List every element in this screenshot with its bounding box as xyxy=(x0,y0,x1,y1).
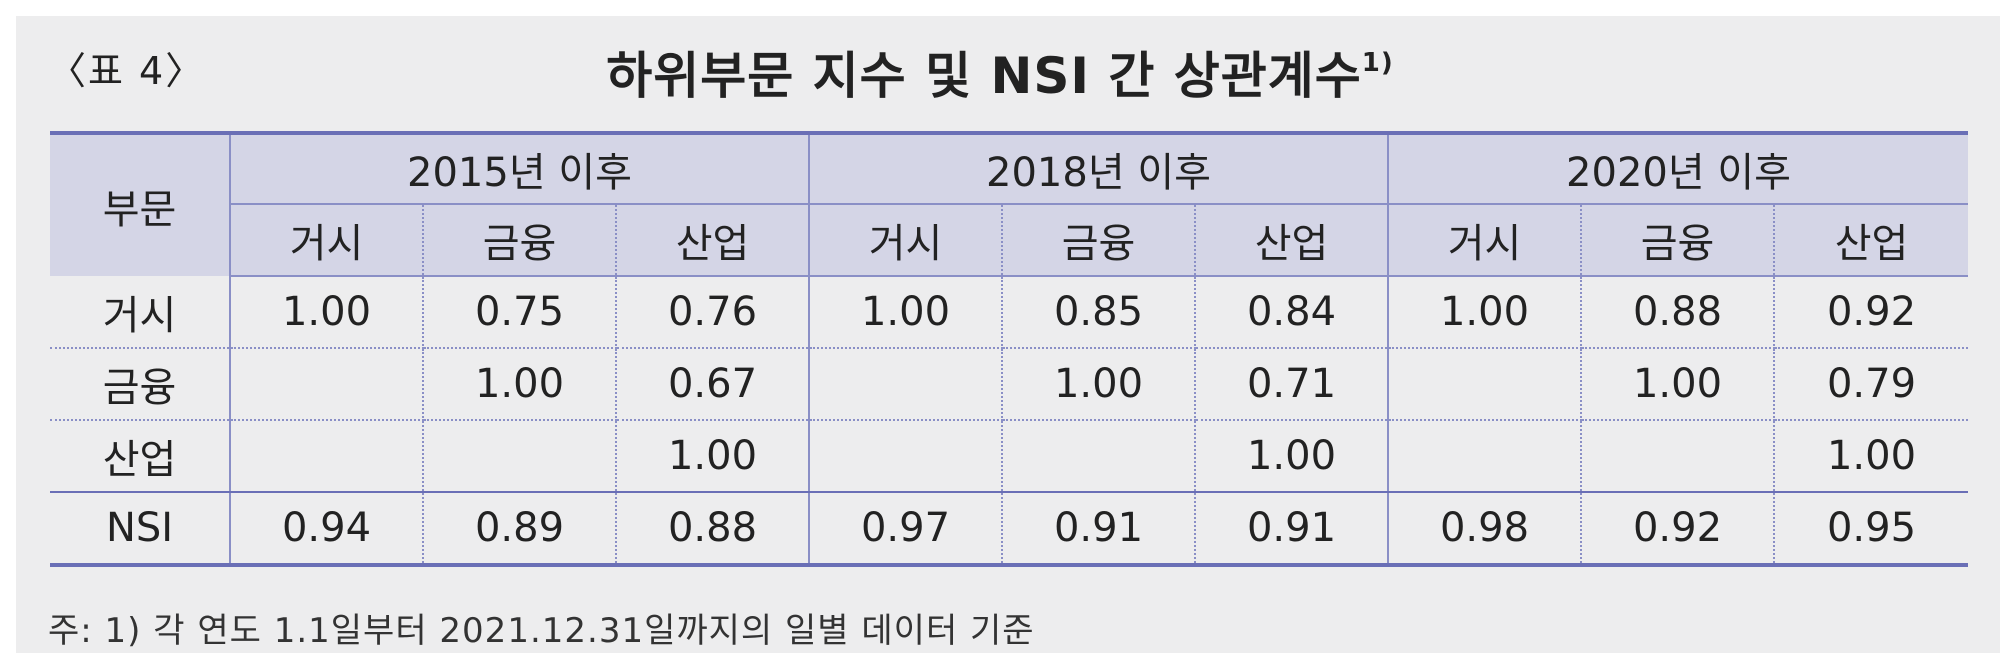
subheader-finance: 금융 xyxy=(1581,204,1775,277)
row-label: 산업 xyxy=(50,420,231,493)
table-cell: 0.71 xyxy=(1195,348,1389,421)
table-title: 하위부문 지수 및 NSI 간 상관계수1) xyxy=(0,36,2000,108)
table-row: 산업 1.00 1.00 1.00 xyxy=(50,420,1969,493)
table-cell: 1.00 xyxy=(230,276,424,349)
table-row: NSI 0.94 0.89 0.88 0.97 0.91 0.91 0.98 0… xyxy=(50,492,1969,567)
footnote: 주: 1) 각 연도 1.1일부터 2021.12.31일까지의 일별 데이터 … xyxy=(48,611,1035,651)
row-label: 금융 xyxy=(50,348,231,421)
table-cell: 0.98 xyxy=(1388,492,1582,567)
subheader-finance: 금융 xyxy=(423,204,617,277)
table-cell: 1.00 xyxy=(1195,420,1389,493)
table-cell: 0.97 xyxy=(809,492,1003,567)
row-label: 거시 xyxy=(50,276,231,349)
table-cell: 0.79 xyxy=(1774,348,1969,421)
subheader-industry: 산업 xyxy=(1774,204,1969,277)
table-cell: 1.00 xyxy=(616,420,810,493)
table-cell: 0.95 xyxy=(1774,492,1969,567)
table-row: 금융 1.00 0.67 1.00 0.71 1.00 0.79 xyxy=(50,348,1969,421)
correlation-table: 부문 2015년 이후 2018년 이후 2020년 이후 거시 금융 산업 거… xyxy=(50,131,1969,567)
table-cell xyxy=(809,420,1003,493)
table-cell xyxy=(809,348,1003,421)
table-cell: 0.88 xyxy=(1581,276,1775,349)
table-cell: 1.00 xyxy=(1002,348,1196,421)
table-number-label: 〈표 4〉 xyxy=(48,49,206,93)
header-period-2018: 2018년 이후 xyxy=(809,131,1389,205)
table-cell xyxy=(230,420,424,493)
subheader-macro: 거시 xyxy=(809,204,1003,277)
table-cell: 1.00 xyxy=(1581,348,1775,421)
table-cell xyxy=(1002,420,1196,493)
subheader-finance: 금융 xyxy=(1002,204,1196,277)
table-cell: 0.91 xyxy=(1195,492,1389,567)
table-cell: 0.85 xyxy=(1002,276,1196,349)
table-cell: 0.88 xyxy=(616,492,810,567)
header-period-2015: 2015년 이후 xyxy=(230,131,810,205)
table-cell: 0.91 xyxy=(1002,492,1196,567)
table-cell: 1.00 xyxy=(423,348,617,421)
subheader-industry: 산업 xyxy=(616,204,810,277)
table-row: 거시 1.00 0.75 0.76 1.00 0.85 0.84 1.00 0.… xyxy=(50,276,1969,349)
table-cell xyxy=(1388,420,1582,493)
table-cell: 0.92 xyxy=(1774,276,1969,349)
subheader-macro: 거시 xyxy=(230,204,424,277)
table-cell: 0.89 xyxy=(423,492,617,567)
table-cell xyxy=(230,348,424,421)
table-cell: 1.00 xyxy=(1388,276,1582,349)
table-cell: 0.84 xyxy=(1195,276,1389,349)
table-cell: 0.94 xyxy=(230,492,424,567)
table-cell: 1.00 xyxy=(1774,420,1969,493)
table-cell xyxy=(423,420,617,493)
table-cell xyxy=(1581,420,1775,493)
subheader-macro: 거시 xyxy=(1388,204,1582,277)
header-sector: 부문 xyxy=(50,131,231,276)
subheader-industry: 산업 xyxy=(1195,204,1389,277)
table-cell xyxy=(1388,348,1582,421)
table-cell: 0.92 xyxy=(1581,492,1775,567)
table-title-text: 하위부문 지수 및 NSI 간 상관계수 xyxy=(606,47,1362,105)
table-cell: 0.75 xyxy=(423,276,617,349)
row-label: NSI xyxy=(50,492,231,567)
table-cell: 0.76 xyxy=(616,276,810,349)
title-footnote-marker: 1) xyxy=(1361,48,1394,79)
table-cell: 0.67 xyxy=(616,348,810,421)
header-period-2020: 2020년 이후 xyxy=(1388,131,1969,205)
table-cell: 1.00 xyxy=(809,276,1003,349)
